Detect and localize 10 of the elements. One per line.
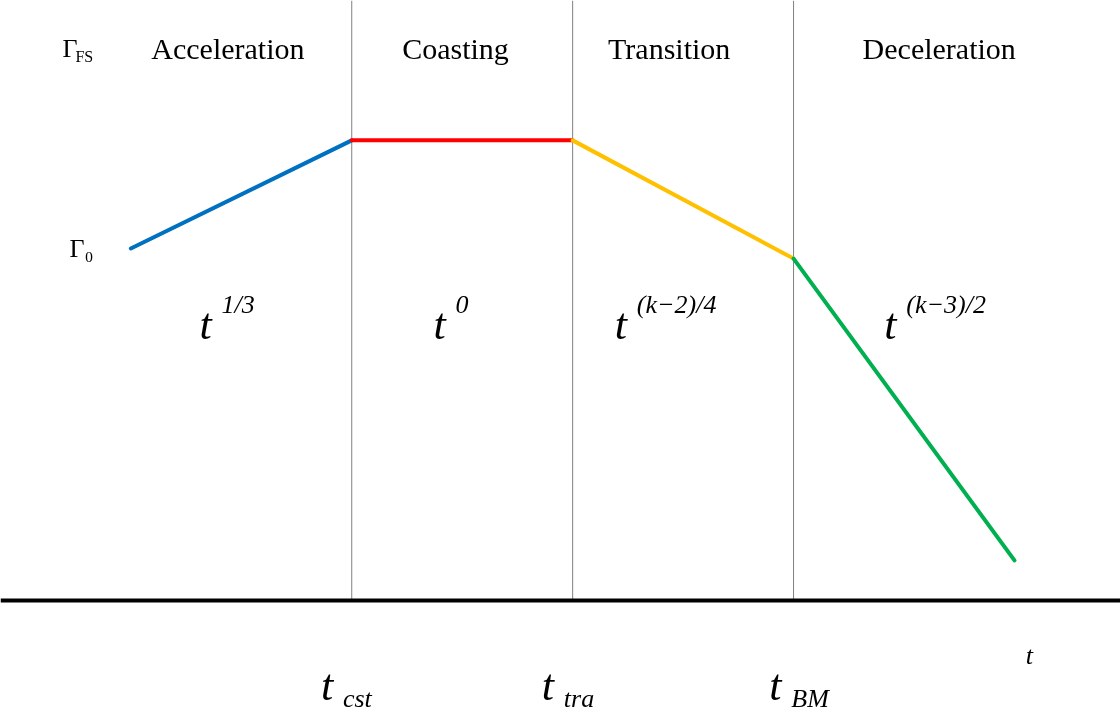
- annotation: t(k−3)/2: [884, 290, 986, 349]
- text: Deceleration: [862, 31, 1016, 65]
- text: Acceleration: [151, 31, 305, 65]
- annotation: Γ₀: [69, 233, 94, 263]
- text: 1/3: [221, 290, 255, 320]
- text: t: [1025, 641, 1033, 671]
- text: Transition: [608, 31, 731, 65]
- annotation: t(k−2)/4: [614, 290, 717, 349]
- text: Coasting: [402, 31, 509, 65]
- x-axis-title: t: [199, 299, 214, 349]
